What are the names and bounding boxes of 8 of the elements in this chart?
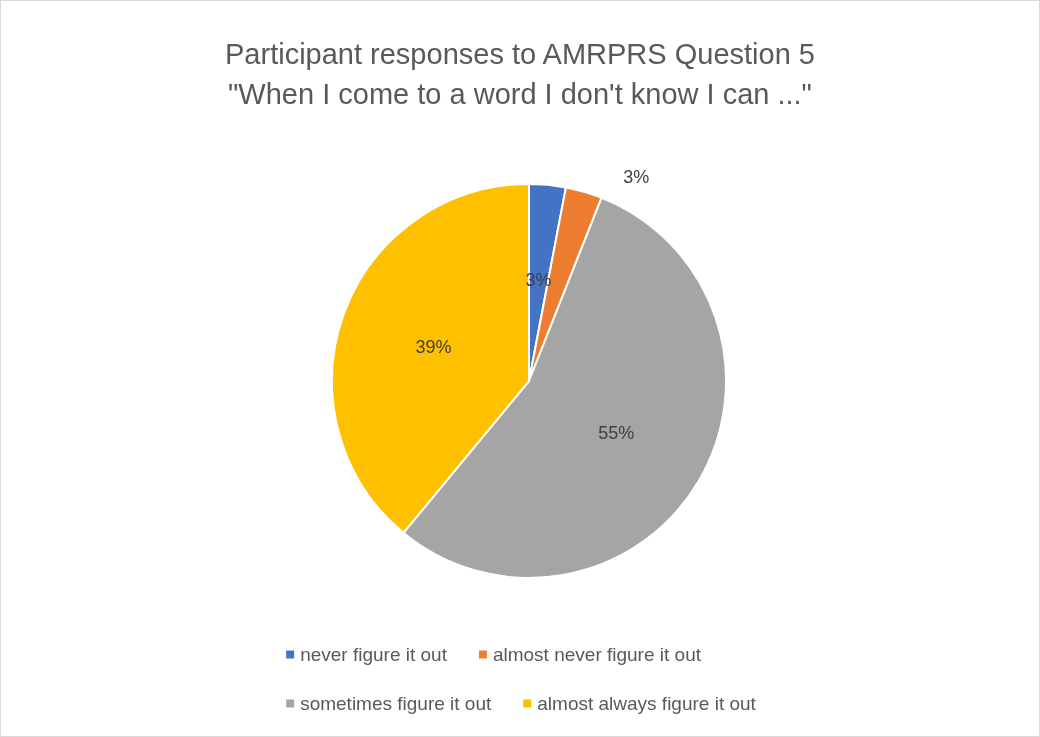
data-label: 3%	[623, 167, 650, 188]
data-label: 39%	[415, 336, 452, 357]
legend-label: never figure it out	[300, 644, 448, 665]
chart-title: Participant responses to AMRPRS Question 5 "When I come to a word I don't know I can ..."	[225, 38, 815, 110]
legend-label: almost never figure it out	[492, 644, 702, 665]
legend-label: sometimes figure it out	[300, 693, 492, 714]
legend-label: almost always figure it out	[537, 693, 757, 714]
data-label: 55%	[598, 422, 635, 443]
